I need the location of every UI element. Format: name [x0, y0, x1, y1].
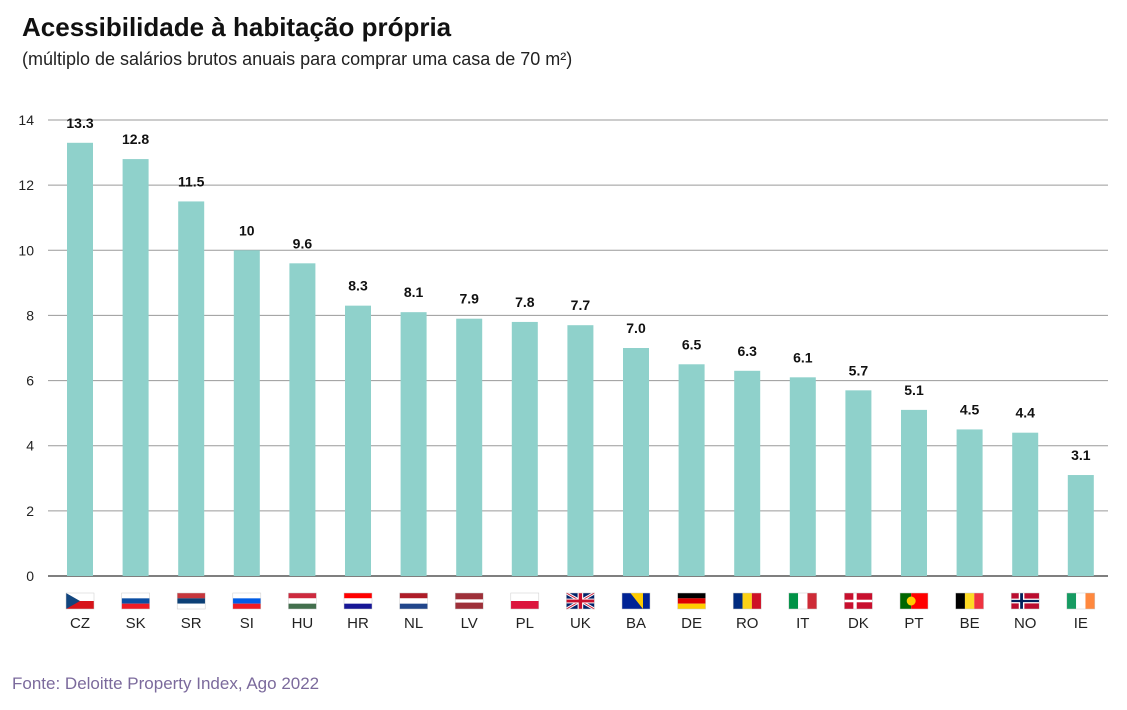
bar	[345, 305, 371, 576]
bar	[400, 312, 427, 576]
bars	[67, 142, 1094, 577]
bar	[67, 142, 93, 577]
category-label: SI	[240, 615, 254, 632]
polish-flag	[510, 592, 540, 610]
value-label: 7.9	[459, 291, 479, 307]
category-label: IT	[796, 615, 809, 632]
norwegian-flag	[1010, 592, 1040, 610]
bar	[289, 263, 316, 576]
category-label: HU	[292, 615, 314, 632]
bar-chart: 0 2 4 6 8 10 12 14 13.3 12.8 11.5 10 9.6 8.3 8.1 7.9 7.…	[18, 112, 1108, 632]
category-label: NL	[404, 615, 423, 632]
category-label: NO	[1014, 615, 1037, 632]
y-tick-label: 2	[26, 503, 34, 519]
hungarian-flag	[288, 592, 317, 610]
slovenian-flag	[232, 592, 262, 610]
portuguese-flag	[899, 592, 929, 610]
bar	[956, 429, 983, 576]
value-label: 12.8	[122, 131, 149, 147]
category-label: LV	[461, 615, 478, 632]
bar	[845, 390, 872, 576]
belgian-flag	[955, 592, 984, 610]
value-label: 7.8	[515, 294, 535, 310]
bar	[1067, 475, 1094, 576]
x-axis-labels: CZ SK SR SI HU HR NL LV PL UK BA DE RO IT DK PT BE NO IE	[70, 615, 1088, 632]
value-label: 4.4	[1015, 405, 1035, 421]
category-label: DK	[848, 615, 869, 632]
bar	[233, 250, 260, 577]
source-note: Fonte: Deloitte Property Index, Ago 2022	[12, 674, 320, 693]
y-tick-label: 12	[18, 177, 34, 193]
bar	[789, 377, 816, 576]
category-label: SR	[181, 615, 202, 632]
value-label: 6.1	[793, 349, 813, 365]
bar	[678, 364, 705, 576]
german-flag	[677, 592, 706, 610]
value-label: 8.1	[404, 284, 424, 300]
value-label: 5.7	[849, 362, 869, 378]
croatian-flag	[343, 592, 373, 610]
slovak-flag	[121, 592, 150, 610]
y-tick-label: 6	[26, 373, 34, 389]
y-tick-label: 4	[26, 438, 34, 454]
chart-subtitle: (múltiplo de salários brutos anuais para…	[22, 49, 573, 69]
category-label: UK	[570, 615, 591, 632]
value-label: 7.0	[626, 320, 646, 336]
y-tick-label: 0	[26, 568, 34, 584]
dutch-flag	[399, 592, 428, 610]
value-label: 8.3	[348, 278, 368, 294]
value-labels: 13.3 12.8 11.5 10 9.6 8.3 8.1 7.9 7.8 7.7 7.0 6.5 6.…	[66, 115, 1090, 463]
chart-title: Acessibilidade à habitação própria	[22, 12, 452, 42]
latvian-flag	[454, 592, 484, 610]
value-label: 4.5	[960, 401, 980, 417]
category-label: IE	[1074, 615, 1088, 632]
category-label: PL	[516, 615, 534, 632]
czech-flag	[65, 592, 95, 610]
bar	[567, 325, 594, 576]
bar	[1012, 432, 1039, 576]
bar	[178, 201, 205, 576]
uk-flag	[565, 591, 596, 611]
value-label: 3.1	[1071, 447, 1091, 463]
bosnian-flag	[621, 592, 651, 610]
value-label: 11.5	[178, 173, 205, 189]
bar	[623, 348, 649, 576]
category-label: PT	[904, 615, 923, 632]
y-tick-label: 10	[18, 242, 34, 258]
category-label: CZ	[70, 615, 90, 632]
value-label: 6.3	[737, 343, 757, 359]
italian-flag	[788, 592, 818, 610]
category-label: BA	[626, 615, 646, 632]
y-tick-label: 8	[26, 307, 34, 323]
serbian-flag	[176, 592, 206, 610]
bar	[122, 159, 149, 577]
romanian-flag	[732, 592, 762, 610]
y-axis-ticks: 0 2 4 6 8 10 12 14	[18, 112, 34, 584]
category-label: SK	[126, 615, 146, 632]
category-label: BE	[960, 615, 980, 632]
category-label: HR	[347, 615, 369, 632]
value-label: 9.6	[293, 235, 313, 251]
value-label: 7.7	[571, 297, 591, 313]
category-label: DE	[681, 615, 702, 632]
bar	[901, 409, 927, 576]
value-label: 6.5	[682, 336, 702, 352]
value-label: 13.3	[66, 115, 93, 131]
irish-flag	[1066, 592, 1096, 610]
value-label: 10	[239, 222, 255, 238]
value-label: 5.1	[904, 382, 924, 398]
bar	[734, 370, 761, 576]
flags	[65, 591, 1096, 611]
y-tick-label: 14	[18, 112, 34, 128]
danish-flag	[844, 592, 873, 610]
bar	[511, 321, 538, 576]
bar	[456, 318, 483, 576]
category-label: RO	[736, 615, 759, 632]
